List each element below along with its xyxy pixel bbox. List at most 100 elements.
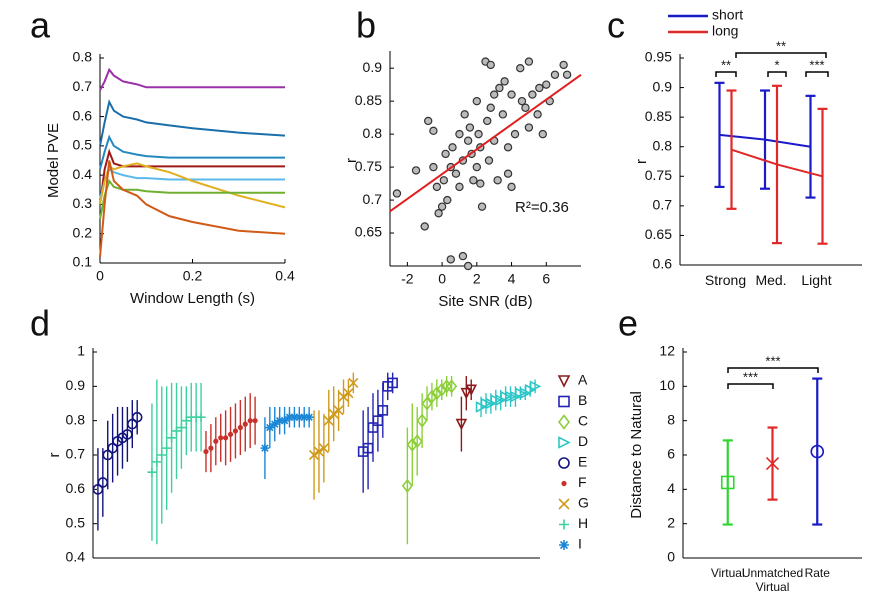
point [538,129,548,139]
y-tick-label: 0.5 [73,137,93,153]
y-tick-label: 0.65 [355,224,382,240]
point [486,60,495,70]
point [451,169,461,178]
x-tick-label: Light [801,272,832,288]
y-tick-label: 0.4 [73,166,93,182]
y-tick-label: 0.7 [66,446,86,462]
marker [426,389,438,404]
point [507,90,516,99]
point [469,176,478,185]
legend-marker [559,519,569,530]
point [463,136,473,145]
significance: *** [809,57,824,72]
point [484,156,494,165]
x-tick-label: 2 [473,271,481,287]
y-tick-label: 0.6 [73,107,93,123]
x-tick-label: 6 [542,271,550,287]
point [411,166,421,175]
point [500,77,509,86]
legend-label: C [578,413,588,429]
marker [232,428,239,434]
legend-label: D [578,433,588,449]
legend-marker [557,414,571,430]
marker [172,426,182,436]
legend-label: H [578,515,588,531]
line [99,167,285,199]
marker [333,405,344,416]
point [441,149,450,159]
legend-label: E [578,454,587,470]
y-axis-label: r [633,159,650,164]
annotation: R²=0.36 [515,199,569,216]
marker [270,419,280,429]
x-tick-label: 0 [438,271,446,287]
marker [765,457,780,471]
y-tick-label: 0 [667,549,675,565]
marker [152,457,162,467]
y-tick-label: 0.8 [66,411,86,427]
marker [465,384,478,397]
marker [441,379,453,394]
panel-letter: b [356,5,376,46]
marker [275,416,285,426]
legend-marker [558,457,570,469]
significance: *** [743,369,758,384]
x-tick-label: 0 [96,268,104,284]
legend-marker [561,480,567,487]
marker [167,433,177,443]
y-tick-label: 0.9 [653,78,673,94]
point [437,202,447,211]
line [99,160,286,258]
point [434,209,443,218]
marker [416,413,428,428]
y-tick-label: 0.2 [73,224,93,240]
fit-line [389,73,582,213]
marker [223,435,229,441]
x-tick-label: -2 [401,271,414,287]
line [99,99,286,147]
bracket [805,71,829,77]
marker [131,411,143,423]
significance: ** [776,38,786,53]
y-tick-label: 1 [77,343,85,359]
point [443,195,452,205]
marker [260,443,270,453]
marker [280,416,290,426]
bracket [727,367,819,373]
marker [304,412,314,422]
marker [529,380,542,393]
marker [348,377,359,388]
legend-label: G [578,495,589,511]
point [516,63,525,73]
line [99,67,285,91]
y-axis-label: Distance to Natural [628,391,645,519]
line [99,162,286,209]
point [420,222,429,231]
marker [318,443,329,454]
marker [265,423,275,433]
y-tick-label: 0.9 [66,377,86,393]
point [439,176,449,185]
marker [377,405,389,416]
marker [213,438,219,444]
legend-marker [558,436,571,449]
point [472,162,482,172]
y-tick-label: 0.75 [645,167,672,183]
marker [313,446,325,457]
marker [227,431,234,438]
point [455,129,464,139]
y-tick-label: 0.8 [653,137,673,153]
panel-letter: a [30,5,51,46]
y-tick-label: 0.6 [653,256,673,272]
y-tick-label: 0.6 [66,480,86,496]
bracket [767,71,787,77]
x-tick-label: Med. [755,272,787,288]
y-tick-label: 8 [667,411,675,427]
legend-label: F [578,474,587,490]
marker [308,449,320,461]
point [448,143,457,152]
legend-marker [559,540,569,550]
marker [323,415,334,426]
